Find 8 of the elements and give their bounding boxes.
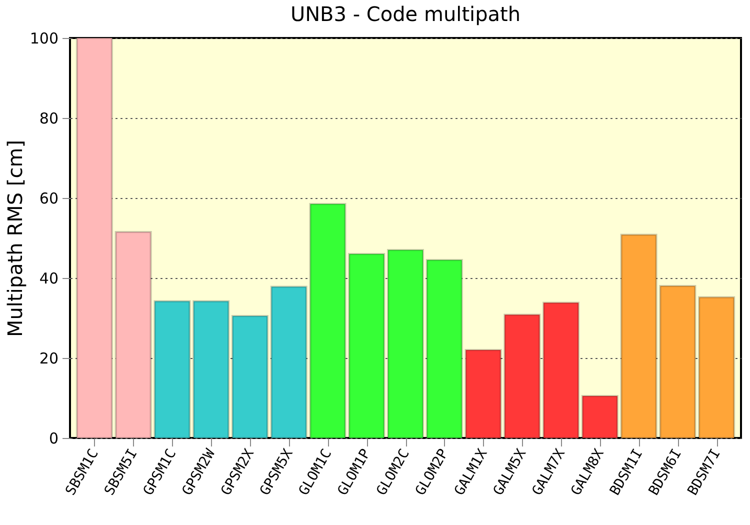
- y-tick-label: 100: [30, 30, 58, 48]
- y-tick-label: 80: [39, 110, 58, 128]
- chart-title: UNB3 - Code multipath: [290, 2, 521, 26]
- y-tick-label: 20: [39, 350, 58, 368]
- y-tick-label: 40: [39, 270, 58, 288]
- y-axis-title: Multipath RMS [cm]: [2, 140, 27, 338]
- y-tick-label: 0: [48, 430, 58, 448]
- y-tick-label: 60: [39, 190, 58, 208]
